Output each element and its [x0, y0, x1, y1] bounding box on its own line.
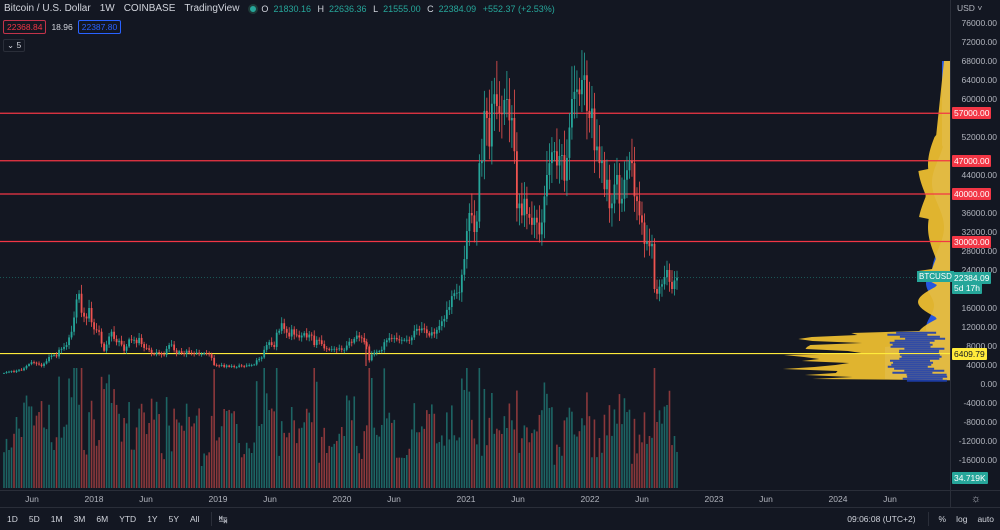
chevron-down-icon: ⌄	[7, 40, 14, 50]
high-label: H	[318, 4, 325, 14]
change-value: +552.37 (+2.53%)	[483, 4, 555, 14]
price-tick-label: 76000.00	[962, 18, 997, 28]
price-tick-label: -12000.00	[959, 436, 997, 446]
exchange: COINBASE	[124, 3, 176, 14]
price-scale[interactable]: USD ˅ 76000.00 72000.00 68000.00 64000.00 60…	[950, 0, 1000, 490]
price-tick-label: 12000.00	[962, 322, 997, 332]
gear-icon[interactable]: ☼	[950, 490, 1000, 507]
divider	[211, 512, 212, 526]
range-button-ytd[interactable]: YTD	[119, 514, 136, 524]
time-tick-label: 2023	[705, 494, 724, 504]
price-level-tag: 6409.79	[952, 348, 987, 360]
high-value: 22636.36	[329, 4, 367, 14]
price-tick-label: 0.00	[980, 379, 997, 389]
currency-label: USD	[957, 3, 975, 13]
symbol-tag: BTCUSD	[917, 271, 954, 282]
goto-date-icon[interactable]: ↹	[218, 513, 227, 526]
range-button-5d[interactable]: 5D	[29, 514, 40, 524]
percent-scale-button[interactable]: %	[939, 514, 947, 524]
range-button-3m[interactable]: 3M	[74, 514, 86, 524]
time-tick-label: 2022	[581, 494, 600, 504]
price-tick-label: 28000.00	[962, 246, 997, 256]
auto-scale-button[interactable]: auto	[977, 514, 994, 524]
price-level-tag: 30000.00	[952, 236, 991, 248]
price-tick-label: -8000.00	[963, 417, 997, 427]
date-range-buttons: 1D 5D 1M 3M 6M YTD 1Y 5Y All	[0, 514, 203, 524]
price-tick-label: 4000.00	[966, 360, 997, 370]
chart-area[interactable]	[0, 0, 950, 490]
price-tick-label: 16000.00	[962, 303, 997, 313]
range-button-5y[interactable]: 5Y	[169, 514, 179, 524]
time-tick-label: Jun	[139, 494, 153, 504]
time-tick-label: Jun	[25, 494, 39, 504]
low-label: L	[373, 4, 378, 14]
price-level-tag: 57000.00	[952, 107, 991, 119]
low-value: 21555.00	[383, 4, 421, 14]
indicators-count: 5	[17, 40, 22, 50]
time-tick-label: 2018	[85, 494, 104, 504]
range-button-1d[interactable]: 1D	[7, 514, 18, 524]
price-tick-label: -4000.00	[963, 398, 997, 408]
open-label: O	[261, 4, 268, 14]
price-tick-label: 44000.00	[962, 170, 997, 180]
volume-tag: 34.719K	[952, 472, 988, 484]
range-button-all[interactable]: All	[190, 514, 199, 524]
spread-value: 18.96	[51, 22, 72, 32]
range-button-1m[interactable]: 1M	[51, 514, 63, 524]
price-level-tag: 40000.00	[952, 188, 991, 200]
price-tick-label: 64000.00	[962, 75, 997, 85]
log-scale-button[interactable]: log	[956, 514, 967, 524]
candlestick-chart[interactable]	[0, 0, 950, 490]
sell-price-button[interactable]: 22368.84	[3, 20, 46, 34]
time-tick-label: Jun	[387, 494, 401, 504]
indicators-toggle[interactable]: ⌄ 5	[3, 39, 25, 52]
divider	[928, 512, 929, 526]
bar-countdown-tag: 5d 17h	[952, 282, 982, 294]
currency-selector[interactable]: USD ˅	[957, 3, 982, 13]
clock[interactable]: 09:06:08 (UTC+2)	[847, 514, 915, 524]
price-tick-label: -16000.00	[959, 455, 997, 465]
time-tick-label: Jun	[883, 494, 897, 504]
price-tick-label: 60000.00	[962, 94, 997, 104]
range-button-1y[interactable]: 1Y	[147, 514, 157, 524]
close-label: C	[427, 4, 434, 14]
ohlc-values: O 21830.16 H 22636.36 L 21555.00 C 22384.09 …	[261, 4, 554, 14]
price-tick-label: 72000.00	[962, 37, 997, 47]
time-tick-label: 2024	[829, 494, 848, 504]
market-status-icon[interactable]	[250, 6, 256, 12]
time-tick-label: 2021	[457, 494, 476, 504]
buy-price-button[interactable]: 22387.80	[78, 20, 121, 34]
bid-ask-row: 22368.84 18.96 22387.80	[3, 20, 121, 34]
range-button-6m[interactable]: 6M	[96, 514, 108, 524]
data-source: TradingView	[184, 3, 239, 14]
time-tick-label: Jun	[511, 494, 525, 504]
bottom-toolbar: 1D 5D 1M 3M 6M YTD 1Y 5Y All ↹ 09:06:08 (UTC+2) …	[0, 507, 1000, 530]
interval[interactable]: 1W	[100, 3, 115, 14]
price-level-tag: 47000.00	[952, 155, 991, 167]
symbol-header: Bitcoin / U.S. Dollar 1W COINBASE Tradin…	[4, 3, 560, 14]
time-tick-label: 2019	[209, 494, 228, 504]
price-tick-label: 52000.00	[962, 132, 997, 142]
scale-tools: 09:06:08 (UTC+2) % log auto	[837, 508, 994, 530]
time-tick-label: Jun	[263, 494, 277, 504]
time-axis[interactable]: Jun 2018 Jun 2019 Jun 2020 Jun 2021 Jun 2022 Jun 20…	[0, 490, 950, 507]
time-tick-label: Jun	[635, 494, 649, 504]
time-tick-label: Jun	[759, 494, 773, 504]
symbol-name[interactable]: Bitcoin / U.S. Dollar	[4, 3, 91, 14]
price-tick-label: 36000.00	[962, 208, 997, 218]
open-value: 21830.16	[273, 4, 311, 14]
close-value: 22384.09	[439, 4, 477, 14]
price-tick-label: 68000.00	[962, 56, 997, 66]
time-tick-label: 2020	[333, 494, 352, 504]
